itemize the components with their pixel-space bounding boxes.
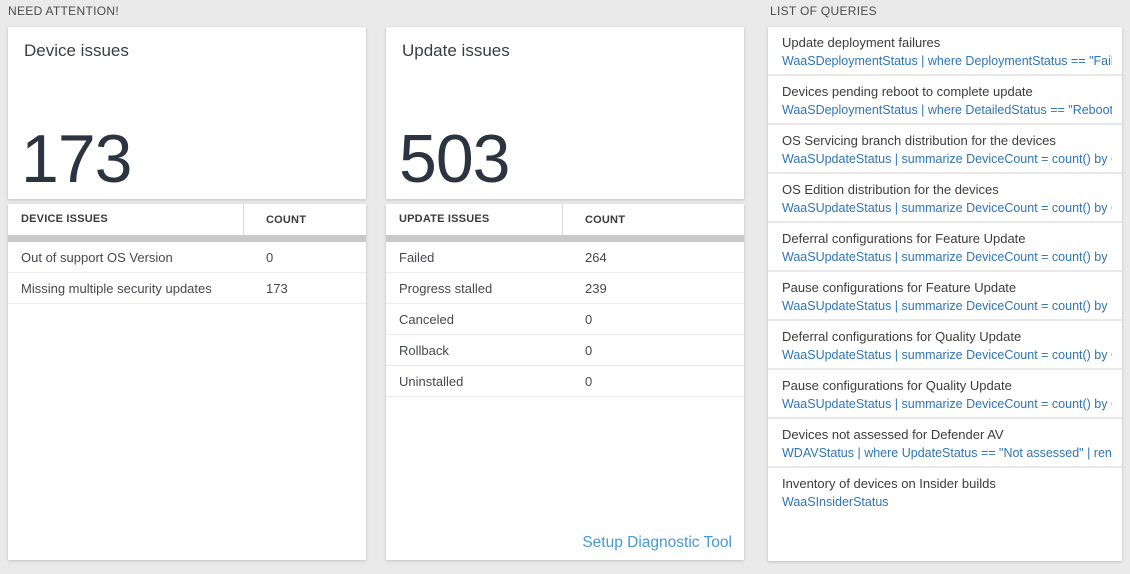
update-issues-tile[interactable]: Update issues 503	[386, 27, 744, 199]
list-of-queries-section-title: LIST OF QUERIES	[770, 4, 877, 18]
query-title: Devices pending reboot to complete updat…	[782, 84, 1033, 99]
device-issues-tile-title: Device issues	[24, 41, 129, 60]
query-link[interactable]: WaaSInsiderStatus	[782, 495, 889, 509]
query-title: OS Servicing branch distribution for the…	[782, 133, 1056, 148]
row-label: Uninstalled	[399, 373, 464, 389]
column-header-count: COUNT	[585, 213, 626, 226]
query-list-item[interactable]: OS Servicing branch distribution for the…	[768, 125, 1122, 174]
row-label: Failed	[399, 249, 435, 265]
device-issues-table-header: DEVICE ISSUES COUNT	[8, 204, 366, 235]
table-row[interactable]: Rollback 0	[386, 335, 744, 366]
query-link[interactable]: WaaSUpdateStatus | summarize DeviceCount…	[782, 397, 1112, 411]
need-attention-section-title: NEED ATTENTION!	[8, 4, 119, 18]
row-count: 0	[266, 249, 274, 265]
table-row[interactable]: Uninstalled 0	[386, 366, 744, 397]
horizontal-scrollbar[interactable]	[8, 235, 366, 242]
table-row[interactable]: Failed 264	[386, 242, 744, 273]
query-list-item[interactable]: Pause configurations for Feature Update W…	[768, 272, 1122, 321]
update-issues-table-header: UPDATE ISSUES COUNT	[386, 204, 744, 235]
query-list-panel: Update deployment failures WaaSDeployment…	[768, 27, 1122, 561]
row-count: 0	[585, 342, 593, 358]
query-link[interactable]: WaaSUpdateStatus | summarize DeviceCount…	[782, 250, 1112, 264]
row-label: Canceled	[399, 311, 454, 327]
device-issues-count: 173	[21, 120, 132, 197]
table-row[interactable]: Out of support OS Version 0	[8, 242, 366, 273]
query-list-item[interactable]: Inventory of devices on Insider builds Wa…	[768, 468, 1122, 515]
query-title: OS Edition distribution for the devices	[782, 182, 999, 197]
setup-diagnostic-tool-link[interactable]: Setup Diagnostic Tool	[582, 534, 732, 551]
update-issues-count: 503	[399, 120, 510, 197]
row-count: 0	[585, 373, 593, 389]
query-link[interactable]: WaaSDeploymentStatus | where DetailedSta…	[782, 103, 1112, 117]
query-title: Devices not assessed for Defender AV	[782, 427, 1004, 442]
query-list-item[interactable]: Update deployment failures WaaSDeployment…	[768, 27, 1122, 76]
query-title: Update deployment failures	[782, 35, 941, 50]
device-issues-table: DEVICE ISSUES COUNT Out of support OS Ve…	[8, 204, 366, 560]
table-row[interactable]: Canceled 0	[386, 304, 744, 335]
query-title: Pause configurations for Quality Update	[782, 378, 1012, 393]
query-title: Deferral configurations for Quality Upda…	[782, 329, 1022, 344]
row-count: 239	[585, 280, 607, 296]
update-issues-table: UPDATE ISSUES COUNT Failed 264 Progress st…	[386, 204, 744, 560]
table-row[interactable]: Progress stalled 239	[386, 273, 744, 304]
query-list-item[interactable]: Deferral configurations for Quality Upda…	[768, 321, 1122, 370]
column-header-device-issues: DEVICE ISSUES	[8, 204, 244, 235]
query-list-item[interactable]: Devices pending reboot to complete updat…	[768, 76, 1122, 125]
column-header-count: COUNT	[266, 213, 307, 226]
column-header-update-issues: UPDATE ISSUES	[386, 204, 563, 235]
horizontal-scrollbar[interactable]	[386, 235, 744, 242]
device-issues-tile[interactable]: Device issues 173	[8, 27, 366, 199]
row-count: 0	[585, 311, 593, 327]
query-link[interactable]: WaaSUpdateStatus | summarize DeviceCount…	[782, 201, 1112, 215]
row-label: Rollback	[399, 342, 449, 358]
query-link[interactable]: WaaSUpdateStatus | summarize DeviceCount…	[782, 152, 1112, 166]
query-list-item[interactable]: Devices not assessed for Defender AV WDAV…	[768, 419, 1122, 468]
row-label: Progress stalled	[399, 280, 493, 296]
device-issues-table-body: Out of support OS Version 0 Missing multip…	[8, 242, 366, 304]
update-issues-table-body: Failed 264 Progress stalled 239 Canceled 0 Rol…	[386, 242, 744, 397]
query-list-item[interactable]: Deferral configurations for Feature Upda…	[768, 223, 1122, 272]
query-link[interactable]: WaaSUpdateStatus | summarize DeviceCount…	[782, 299, 1112, 313]
query-link[interactable]: WaaSDeploymentStatus | where DeploymentS…	[782, 54, 1112, 68]
row-count: 264	[585, 249, 607, 265]
query-list: Update deployment failures WaaSDeployment…	[768, 27, 1122, 515]
table-row[interactable]: Missing multiple security updates 173	[8, 273, 366, 304]
query-link[interactable]: WDAVStatus | where UpdateStatus == "Not …	[782, 446, 1112, 460]
row-label: Missing multiple security updates	[21, 280, 212, 296]
update-issues-tile-title: Update issues	[402, 41, 510, 60]
query-list-item[interactable]: Pause configurations for Quality Update W…	[768, 370, 1122, 419]
query-link[interactable]: WaaSUpdateStatus | summarize DeviceCount…	[782, 348, 1112, 362]
query-title: Pause configurations for Feature Update	[782, 280, 1017, 295]
query-title: Inventory of devices on Insider builds	[782, 476, 996, 491]
query-list-item[interactable]: OS Edition distribution for the devices W…	[768, 174, 1122, 223]
row-count: 173	[266, 280, 288, 296]
query-title: Deferral configurations for Feature Upda…	[782, 231, 1026, 246]
row-label: Out of support OS Version	[21, 249, 173, 265]
